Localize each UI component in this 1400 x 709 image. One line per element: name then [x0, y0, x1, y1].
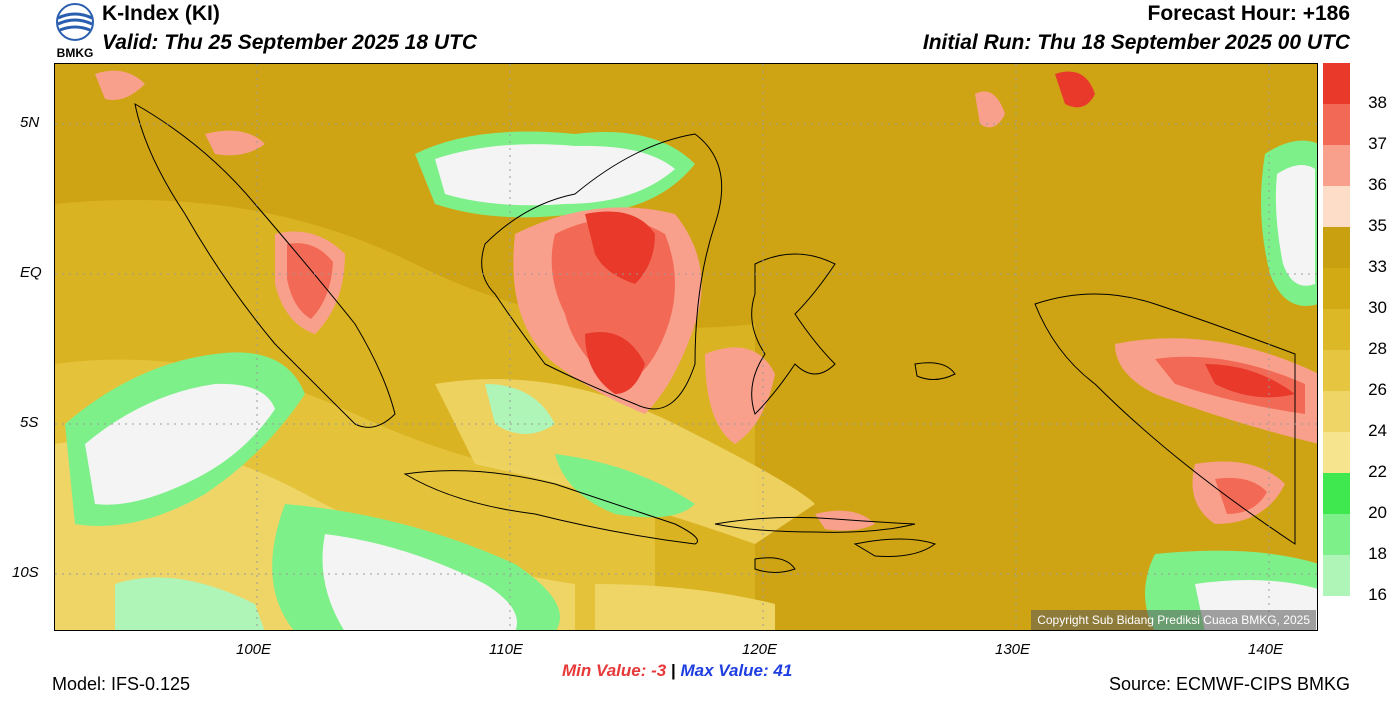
colorbar-swatch [1323, 596, 1350, 631]
colorbar-swatch [1323, 145, 1350, 186]
data-source: Source: ECMWF-CIPS BMKG [1108, 674, 1350, 694]
colorbar-swatch [1323, 63, 1350, 104]
max-value-label: Max Value: [680, 661, 769, 680]
lon-tick-110e: 110E [489, 641, 523, 658]
lat-tick-10s: 10S [12, 564, 39, 581]
colorbar-label: 28 [1368, 339, 1387, 358]
lon-tick-130e: 130E [995, 641, 1031, 658]
colorbar-swatch [1323, 309, 1350, 350]
colorbar-swatch [1323, 432, 1350, 473]
forecast-hour: Forecast Hour: +186 [1147, 2, 1351, 25]
colorbar-label: 20 [1368, 503, 1387, 522]
lat-tick-eq: EQ [20, 264, 42, 281]
colorbar-label: 36 [1368, 175, 1387, 194]
map-svg [55, 64, 1317, 630]
colorbar-swatch [1323, 473, 1350, 514]
min-value-label: Min Value: [562, 661, 647, 680]
k-index-map [54, 63, 1318, 631]
colorbar-swatch [1323, 350, 1350, 391]
colorbar-swatch [1323, 227, 1350, 268]
colorbar-label: 37 [1368, 134, 1387, 153]
colorbar-label: 22 [1368, 462, 1387, 481]
colorbar-label: 38 [1368, 93, 1387, 112]
lat-tick-5s: 5S [20, 414, 39, 431]
map-title: K-Index (KI) [102, 2, 220, 25]
initial-run: Initial Run: Thu 18 September 2025 00 UT… [922, 31, 1350, 54]
min-max-readout: Min Value: -3 | Max Value: 41 [562, 661, 792, 681]
colorbar-swatch [1323, 555, 1350, 596]
colorbar-label: 18 [1368, 544, 1387, 563]
lon-tick-140e: 140E [1248, 641, 1284, 658]
bmkg-logo: BMKG [52, 2, 98, 60]
min-value: -3 [651, 661, 667, 680]
max-value: 41 [773, 661, 793, 680]
valid-time: Valid: Thu 25 September 2025 18 UTC [102, 31, 478, 54]
colorbar-swatch [1323, 104, 1350, 145]
colorbar-label: 24 [1368, 421, 1387, 440]
colorbar-swatch [1323, 268, 1350, 309]
lat-tick-5n: 5N [20, 114, 40, 131]
colorbar-label: 35 [1368, 216, 1387, 235]
colorbar-label: 26 [1368, 380, 1387, 399]
lon-tick-120e: 120E [742, 641, 778, 658]
lon-tick-100e: 100E [236, 641, 272, 658]
logo-text: BMKG [57, 46, 94, 60]
min-max-separator: | [670, 661, 676, 680]
copyright-notice: Copyright Sub Bidang Prediksi Cuaca BMKG… [1031, 610, 1316, 630]
model-name: Model: IFS-0.125 [52, 674, 191, 694]
colorbar-label: 33 [1368, 257, 1387, 276]
colorbar-label: 30 [1368, 298, 1387, 317]
colorbar-swatch [1323, 186, 1350, 227]
colorbar-label: 16 [1368, 585, 1387, 604]
colorbar [1323, 63, 1350, 631]
colorbar-swatch [1323, 391, 1350, 432]
colorbar-swatch [1323, 514, 1350, 555]
